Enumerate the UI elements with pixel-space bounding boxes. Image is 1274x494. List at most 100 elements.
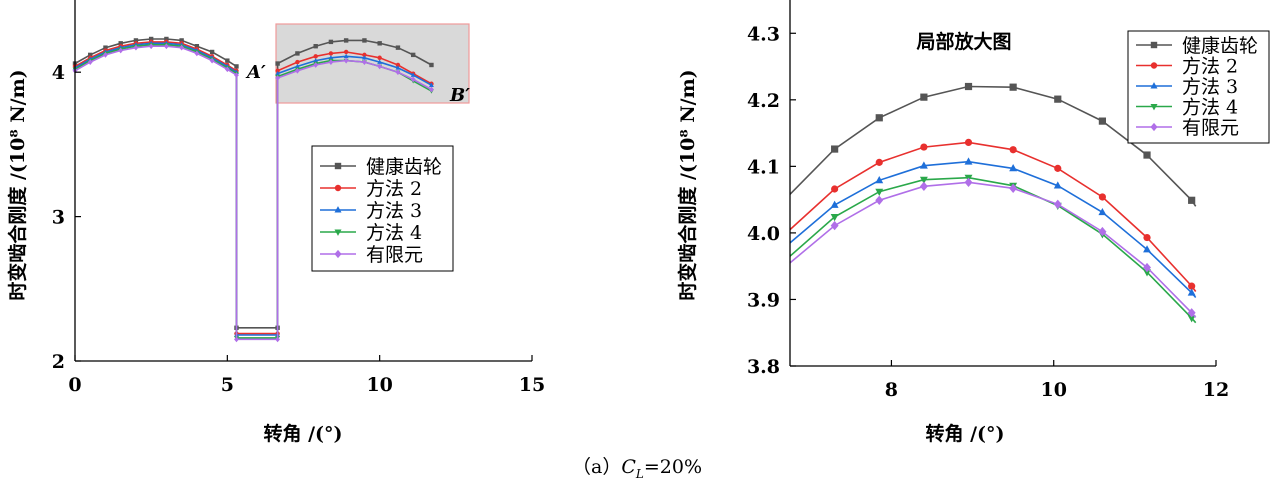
right-y-tick-label: 4.2 (747, 90, 780, 112)
left-series-4-point (328, 59, 334, 65)
left-series-1-point (313, 54, 318, 59)
right-legend-marker-1 (1150, 62, 1158, 69)
left-series-4-point (224, 66, 230, 73)
right-series-0-point (1098, 117, 1106, 125)
right-ticks-group: 8 10 12 3.8 3.9 4.0 4.1 4.2 4.3 (747, 23, 1229, 401)
left-y-axis-label: 时变啮合刚度 /(10⁸ N/m) (6, 69, 29, 300)
left-series-4-point (395, 69, 401, 76)
left-x-tick-label: 5 (221, 374, 234, 396)
left-series-4-point (209, 57, 215, 64)
left-series-1-point (275, 68, 280, 73)
right-series-2-point (1187, 288, 1196, 296)
right-legend-label-0: 健康齿轮 (1182, 35, 1258, 57)
left-series-2-point (429, 82, 434, 87)
left-series-4-point (362, 59, 367, 65)
left-x-tick-label: 15 (519, 374, 545, 396)
left-series-2-point (410, 72, 416, 77)
left-series-0-point (164, 36, 169, 42)
right-series-4-point (919, 181, 928, 192)
left-series-0-point (362, 38, 367, 43)
left-series-4-point (343, 57, 349, 64)
left-legend-marker-2 (334, 206, 342, 213)
left-y-tick-label: 4 (52, 62, 65, 84)
right-series-4-point (1143, 262, 1151, 273)
right-series-0-point (920, 93, 928, 101)
left-series-2-point (328, 55, 334, 60)
left-series-0-point (103, 45, 108, 50)
left-series-0-point (118, 41, 123, 46)
left-series-0-point (225, 58, 230, 63)
annotation-a-prime: A′ (245, 62, 266, 83)
left-series-0-point (377, 41, 382, 46)
left-series-1-point (377, 55, 382, 60)
right-series-1-point (964, 138, 973, 147)
left-series-4-point (103, 52, 108, 58)
figure-caption: （a）CL=20% (0, 452, 1274, 481)
right-legend-label-1: 方法 2 (1182, 56, 1238, 78)
left-series-0-point (275, 61, 280, 66)
caption-variable-subscript: L (635, 466, 644, 481)
left-series-4-point (429, 86, 434, 93)
right-legend-marker-2 (1150, 82, 1158, 89)
left-legend-marker-3 (334, 229, 342, 236)
right-legend-marker-4 (1150, 122, 1158, 132)
right-series-group (789, 82, 1197, 324)
right-series-1-point (1009, 146, 1017, 154)
right-series-0-point (964, 82, 973, 91)
right-series-4-point (1098, 226, 1107, 237)
right-y-tick-label: 3.8 (747, 356, 780, 378)
right-y-tick-label: 3.9 (747, 289, 780, 311)
right-series-2-point (1009, 164, 1018, 172)
right-legend-marker-3 (1150, 103, 1158, 111)
left-legend-marker-0 (334, 162, 342, 170)
right-series-0-point (875, 114, 883, 122)
right-series-1-point (1054, 164, 1062, 172)
left-series-4-point (313, 62, 319, 68)
left-series-0-point (234, 64, 239, 69)
right-series-4-point (1187, 308, 1196, 318)
left-x-axis-label: 转角 /(°) (263, 422, 342, 445)
left-x-tick-label: 0 (68, 374, 81, 396)
left-series-0-point (133, 38, 139, 43)
right-series-1-point (920, 143, 928, 151)
right-series-2-point (875, 176, 884, 184)
caption-prefix: （a） (572, 456, 622, 478)
left-series-4-point (234, 72, 239, 78)
left-legend-label-4: 有限元 (366, 244, 423, 266)
left-series-4-point (87, 59, 93, 65)
right-series-2-point (830, 200, 839, 208)
left-series-1-point (362, 52, 367, 58)
left-series-0-point (194, 44, 200, 49)
left-series-0-point (328, 39, 334, 45)
right-series-4-point (875, 195, 884, 205)
right-series-1-point (831, 185, 839, 193)
right-series-1-point (1188, 282, 1196, 290)
left-series-group (72, 36, 434, 343)
left-series-2-point (313, 58, 319, 63)
left-series-4-point (118, 47, 124, 54)
right-series-2-point (919, 161, 928, 169)
right-legend-label-3: 方法 4 (1182, 97, 1238, 119)
caption-value: =20% (643, 456, 702, 478)
left-series-4-point (133, 44, 139, 51)
left-y-tick-label: 2 (52, 351, 65, 373)
right-series-3-point (830, 214, 839, 222)
left-series-line-4 (74, 45, 432, 341)
right-series-3-point (1143, 269, 1151, 277)
right-legend-label-4: 有限元 (1182, 117, 1239, 139)
left-series-0-point (410, 52, 416, 58)
right-series-0-point (831, 145, 839, 153)
right-series-3-point (919, 176, 928, 184)
left-series-0-point (395, 45, 401, 50)
left-series-0-point (88, 52, 93, 58)
left-series-1-point (328, 51, 334, 56)
right-x-tick-label: 8 (885, 379, 898, 401)
left-series-4-point (275, 336, 281, 343)
right-series-4-point (1053, 199, 1062, 209)
left-y-tick-label: 3 (52, 207, 65, 229)
right-x-tick-label: 10 (1040, 379, 1066, 401)
right-series-line-4 (789, 181, 1197, 318)
left-series-2-point (275, 71, 281, 76)
left-series-4-point (234, 336, 239, 343)
